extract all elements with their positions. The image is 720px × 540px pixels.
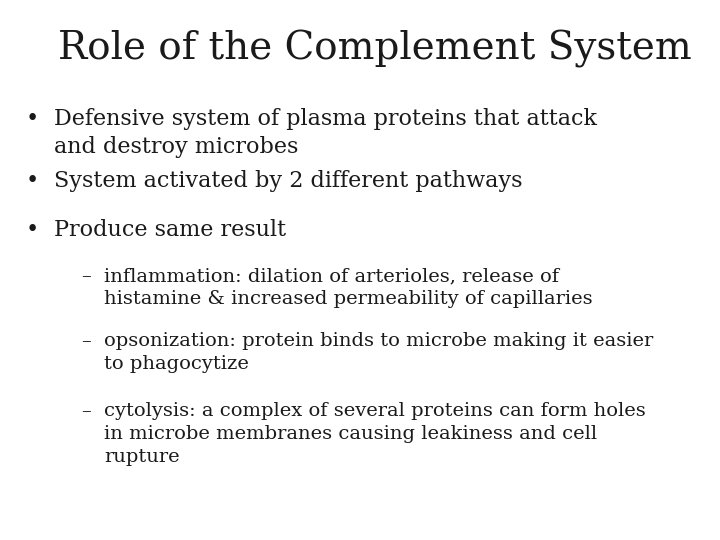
Text: •: • — [26, 108, 39, 130]
Text: –: – — [81, 332, 91, 350]
Text: System activated by 2 different pathways: System activated by 2 different pathways — [54, 170, 523, 192]
Text: cytolysis: a complex of several proteins can form holes
in microbe membranes cau: cytolysis: a complex of several proteins… — [104, 402, 646, 466]
Text: –: – — [81, 402, 91, 420]
Text: •: • — [26, 170, 39, 192]
Text: Defensive system of plasma proteins that attack
and destroy microbes: Defensive system of plasma proteins that… — [54, 108, 597, 158]
Text: –: – — [81, 267, 91, 285]
Text: Produce same result: Produce same result — [54, 219, 286, 241]
Text: Role of the Complement System: Role of the Complement System — [58, 30, 691, 68]
Text: inflammation: dilation of arterioles, release of
histamine & increased permeabil: inflammation: dilation of arterioles, re… — [104, 267, 593, 308]
Text: opsonization: protein binds to microbe making it easier
to phagocytize: opsonization: protein binds to microbe m… — [104, 332, 654, 373]
Text: •: • — [26, 219, 39, 241]
